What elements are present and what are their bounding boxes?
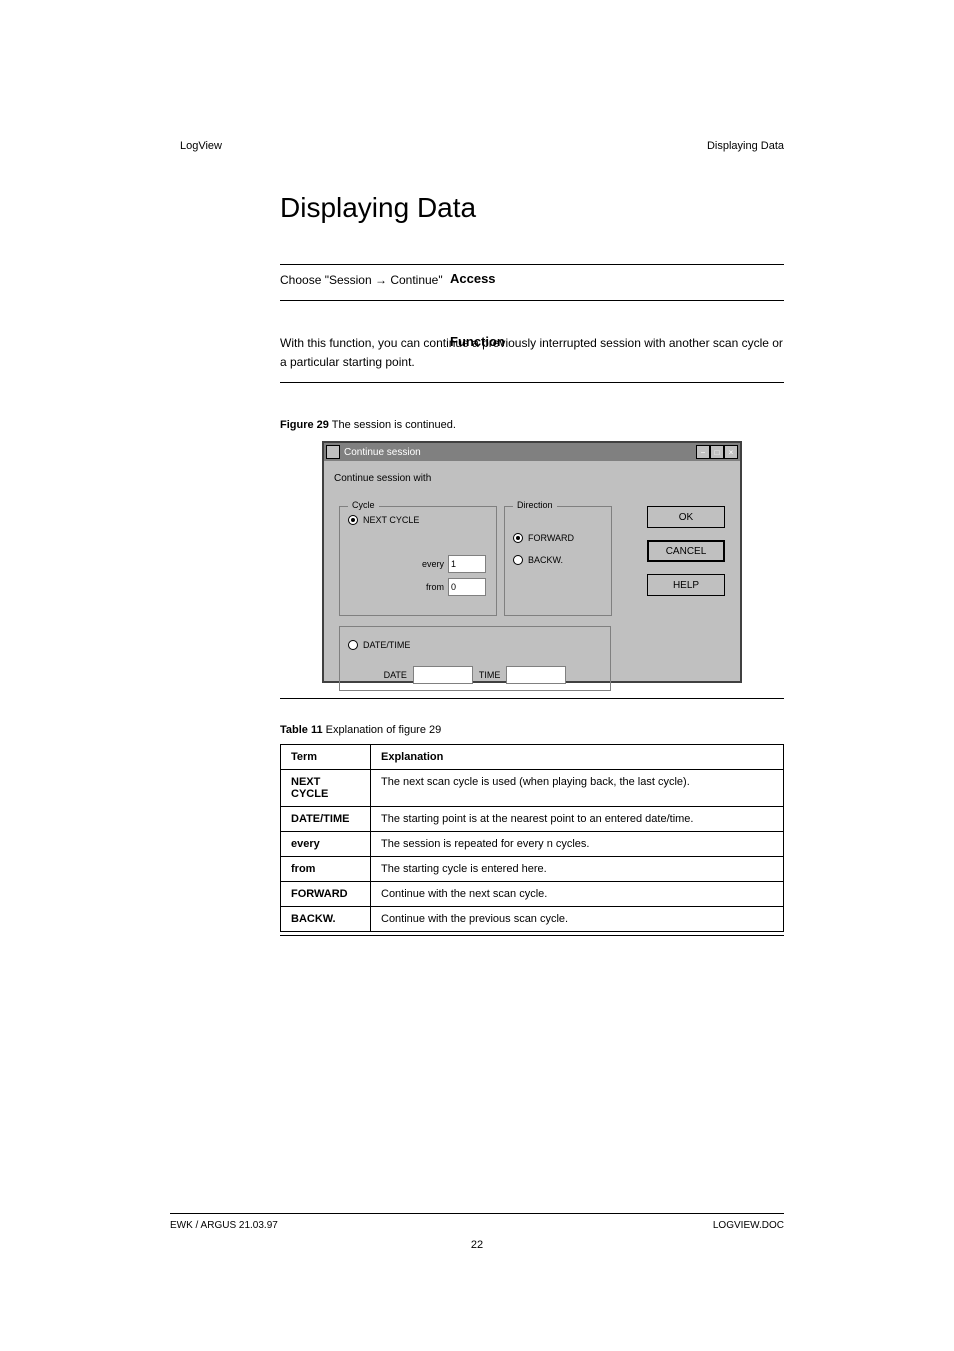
- window-controls: − □ ×: [696, 445, 738, 459]
- header-left: LogView: [180, 140, 222, 152]
- footer: EWK / ARGUS 21.03.97 LOGVIEW.DOC: [170, 1213, 784, 1231]
- every-input[interactable]: [448, 555, 486, 573]
- cycle-title: Cycle: [348, 500, 379, 510]
- table-cell: FORWARD: [281, 882, 371, 907]
- section-text-function: With this function, you can continue a p…: [280, 334, 784, 372]
- maximize-button[interactable]: □: [710, 445, 724, 459]
- direction-groupbox: Direction FORWARD BACKW.: [504, 506, 612, 616]
- figure-caption: Figure 29 The session is continued.: [280, 419, 784, 431]
- close-button[interactable]: ×: [724, 445, 738, 459]
- dialog-top-label: Continue session with: [334, 473, 730, 484]
- table-row: from The starting cycle is entered here.: [281, 857, 784, 882]
- dialog-body: Continue session with Cycle NEXT CYCLE e…: [324, 461, 740, 681]
- backward-radio[interactable]: BACKW.: [513, 555, 603, 565]
- every-label: every: [422, 559, 444, 569]
- radio-icon: [348, 515, 358, 525]
- figure-number: Figure 29: [280, 419, 329, 431]
- divider: [280, 935, 784, 936]
- radio-icon: [513, 533, 523, 543]
- next-cycle-radio[interactable]: NEXT CYCLE: [348, 515, 488, 525]
- section-label-function: Function: [450, 334, 505, 349]
- table-cell: BACKW.: [281, 907, 371, 932]
- table-cell: every: [281, 832, 371, 857]
- table-cell: The session is repeated for every n cycl…: [371, 832, 784, 857]
- date-label: DATE: [384, 670, 407, 680]
- datetime-radio[interactable]: DATE/TIME: [348, 640, 602, 650]
- table-row: every The session is repeated for every …: [281, 832, 784, 857]
- footer-left: EWK / ARGUS 21.03.97: [170, 1220, 278, 1231]
- table-row: BACKW. Continue with the previous scan c…: [281, 907, 784, 932]
- backward-label: BACKW.: [528, 555, 563, 565]
- table-cell: The next scan cycle is used (when playin…: [371, 770, 784, 807]
- table-header: Term: [281, 745, 371, 770]
- title-bar: Continue session − □ ×: [324, 443, 740, 461]
- table-row: NEXT CYCLE The next scan cycle is used (…: [281, 770, 784, 807]
- forward-radio[interactable]: FORWARD: [513, 533, 603, 543]
- table-header-row: Term Explanation: [281, 745, 784, 770]
- section-label-access: Access: [450, 271, 496, 286]
- table-cell: The starting point is at the nearest poi…: [371, 807, 784, 832]
- explanation-table: Term Explanation NEXT CYCLE The next sca…: [280, 744, 784, 932]
- table-number: Table 11: [280, 724, 323, 736]
- date-input[interactable]: [413, 666, 473, 684]
- next-cycle-label: NEXT CYCLE: [363, 515, 419, 525]
- footer-right: LOGVIEW.DOC: [713, 1220, 784, 1231]
- ok-button[interactable]: OK: [647, 506, 725, 528]
- cycle-groupbox: Cycle NEXT CYCLE every from: [339, 506, 497, 616]
- cancel-button[interactable]: CANCEL: [647, 540, 725, 562]
- table-caption-text: Explanation of figure 29: [326, 724, 442, 736]
- chapter-title: Displaying Data: [280, 192, 784, 224]
- minimize-button[interactable]: −: [696, 445, 710, 459]
- app-icon: [326, 445, 340, 459]
- radio-icon: [513, 555, 523, 565]
- from-label: from: [426, 582, 444, 592]
- forward-label: FORWARD: [528, 533, 574, 543]
- table-cell: Continue with the next scan cycle.: [371, 882, 784, 907]
- radio-icon: [348, 640, 358, 650]
- table-cell: DATE/TIME: [281, 807, 371, 832]
- page-number: 22: [471, 1239, 483, 1251]
- table-cell: from: [281, 857, 371, 882]
- table-header: Explanation: [371, 745, 784, 770]
- dialog-window: Continue session − □ × Continue session …: [322, 441, 742, 683]
- section-text-access: Choose "Session → Continue": [280, 271, 784, 290]
- table-row: DATE/TIME The starting point is at the n…: [281, 807, 784, 832]
- table-row: FORWARD Continue with the next scan cycl…: [281, 882, 784, 907]
- table-cell: Continue with the previous scan cycle.: [371, 907, 784, 932]
- time-input[interactable]: [506, 666, 566, 684]
- help-button[interactable]: HELP: [647, 574, 725, 596]
- datetime-label: DATE/TIME: [363, 640, 410, 650]
- dialog-buttons: OK CANCEL HELP: [647, 506, 725, 596]
- header-right: Displaying Data: [280, 140, 784, 152]
- from-input[interactable]: [448, 578, 486, 596]
- dialog-title: Continue session: [344, 447, 421, 458]
- direction-title: Direction: [513, 500, 557, 510]
- table-cell: NEXT CYCLE: [281, 770, 371, 807]
- table-caption: Table 11 Explanation of figure 29: [280, 724, 784, 736]
- time-label: TIME: [479, 670, 501, 680]
- table-cell: The starting cycle is entered here.: [371, 857, 784, 882]
- figure-text: The session is continued.: [332, 419, 456, 431]
- date-groupbox: DATE/TIME DATE TIME: [339, 626, 611, 691]
